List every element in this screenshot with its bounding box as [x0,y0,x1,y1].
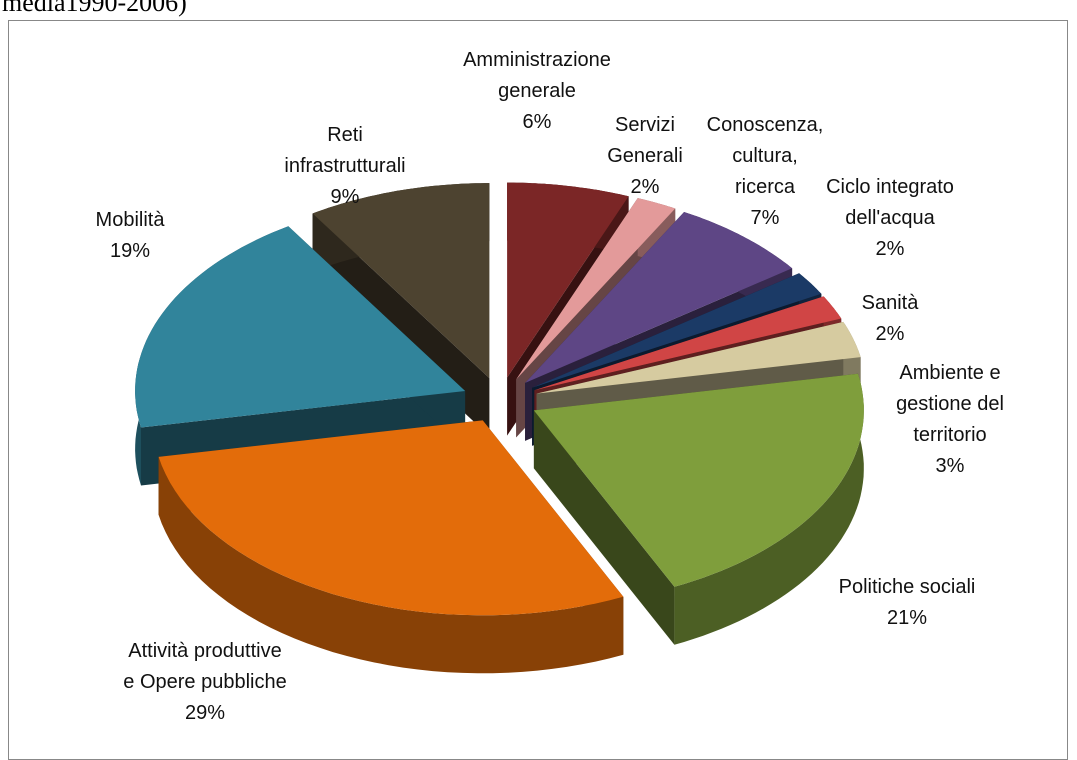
slice-wall [533,410,675,645]
slice-label: Politiche sociali 21% [839,572,976,634]
slice-percent: 29% [184,702,226,724]
slice-label: Ciclo integrato dell'acqua 2% [826,172,954,265]
slice-percent: 7% [750,207,780,229]
slice-percent: 9% [330,186,360,208]
slice-percent: 3% [935,455,965,477]
slice-name: Amministrazione generale [463,49,611,102]
slice-percent: 19% [109,240,151,262]
slice-label: Servizi Generali 2% [607,110,683,203]
slice-name: Mobilità [95,209,165,231]
slice-name: Attività produttive e Opere pubbliche [123,640,287,693]
pie-slice [312,183,490,379]
pie-slice [516,198,676,380]
slice-percent: 2% [630,176,660,198]
slice-side [674,373,864,645]
slice-name: Ambiente e gestione del territorio [896,362,1004,446]
pie-slice [525,212,793,383]
slice-name: Conoscenza, cultura, ricerca [706,114,824,198]
slice-label: Reti infrastrutturali 9% [284,120,405,213]
pie-slice [532,273,822,388]
chart [135,182,864,674]
pie-slice [536,321,861,394]
pie-slice [533,373,864,587]
pie-slice [534,296,842,391]
slice-percent: 21% [886,607,928,629]
slice-name: Sanità [861,292,919,314]
caption: media1990-2006) [2,0,187,17]
slice-name: Reti infrastrutturali [284,124,406,177]
pie-slice [507,182,629,378]
slice-percent: 2% [875,323,905,345]
slice-label: Ambiente e gestione del territorio 3% [896,358,1004,482]
slice-percent: 2% [875,238,905,260]
slice-name: Servizi Generali [607,114,683,167]
slice-label: Conoscenza, cultura, ricerca 7% [707,110,824,234]
slice-label: Sanità 2% [862,288,919,350]
pie-slice [135,226,466,428]
slice-name: Politiche sociali [838,576,976,598]
slice-label: Mobilità 19% [96,205,165,267]
slice-label: Amministrazione generale 6% [463,45,611,138]
slice-percent: 6% [522,111,552,133]
slice-side [158,456,624,674]
slice-name: Ciclo integrato dell'acqua [826,176,954,229]
slice-label: Attività produttive e Opere pubbliche 29% [123,636,286,729]
pie-slice [158,420,624,616]
